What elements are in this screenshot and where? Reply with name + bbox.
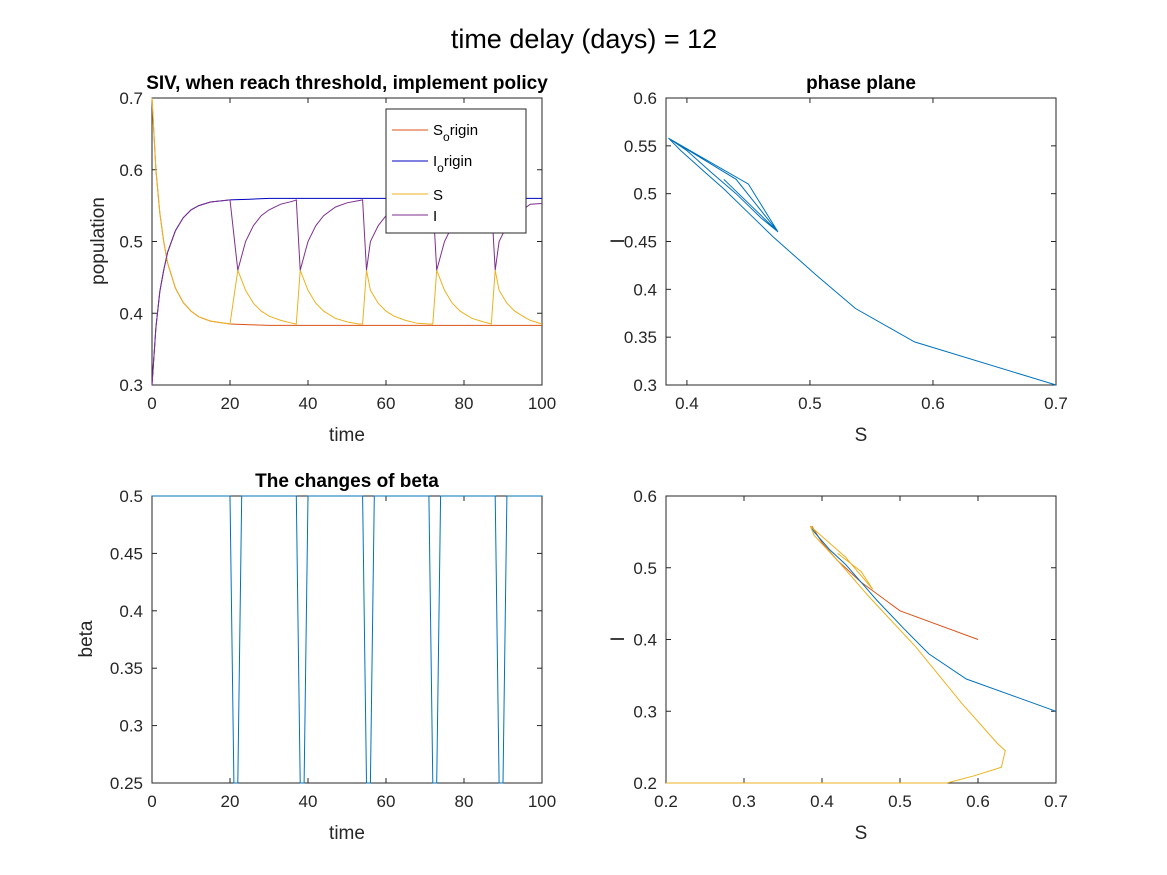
panel1-xtick-label: 0 [147,394,156,413]
panel2-axes-box [665,97,1057,386]
panel4-xtick-label: 0.5 [888,792,912,811]
panel1-xtick-label: 40 [299,394,318,413]
panel-time-series: SIV, when reach threshold, implement pol… [88,73,556,446]
panel1-title: SIV, when reach threshold, implement pol… [146,73,548,94]
panel3-title: The changes of beta [255,471,439,492]
panel1-xtick-label: 60 [377,394,396,413]
panel3-xlabel: time [329,823,365,844]
panel2-xlabel: S [855,425,868,446]
panel2-ytick-label: 0.5 [633,185,657,204]
panel1-ytick-label: 0.4 [119,304,143,323]
panel1-xtick-label: 20 [221,394,240,413]
panel2-ytick-label: 0.55 [624,137,657,156]
panel1-legend: Sorigin Iorigin S I [385,108,527,234]
panel3-xtick-label: 80 [455,792,474,811]
figure-suptitle: time delay (days) = 12 [451,24,717,54]
panel2-xtick-label: 0.4 [675,394,699,413]
panel2-ytick-label: 0.45 [624,233,657,252]
panel4-series-line-2 [809,525,1057,712]
panel2-ytick-label: 0.35 [624,328,657,347]
panel1-ytick-label: 0.3 [119,376,143,395]
panel3-xtick-label: 20 [221,792,240,811]
panel3-xtick-label: 40 [299,792,318,811]
panel-beta: The changes of beta time beta 0 20 40 60 80 1… [76,471,556,844]
legend-label-s-origin: Sorigin [433,122,478,144]
panel2-xtick-label: 0.5 [798,394,822,413]
panel2-xtick-label: 0.6 [921,394,945,413]
legend-label-i-origin: Iorigin [433,153,472,175]
panel4-xlabel: S [855,823,868,844]
panel3-axes-box [151,495,543,784]
panel4-ytick-label: 0.3 [633,702,657,721]
panel1-ytick-label: 0.6 [119,161,143,180]
panel1-ylabel: population [88,197,109,285]
panel4-ytick-label: 0.6 [633,487,657,506]
panel3-ytick-label: 0.45 [110,544,143,563]
legend-entry-s-origin: Sorigin [392,122,478,144]
panel3-ylabel: beta [76,620,97,657]
legend-entry-i: I [392,208,437,225]
panel1-series-line-3 [151,97,543,325]
panel4-xtick-label: 0.6 [966,792,990,811]
panel-phase-plane: phase plane S I 0.4 0.5 0.6 0.7 0.3 0.35 0.4 0.… [608,73,1068,446]
panel3-ytick-label: 0.3 [119,717,143,736]
panel4-xtick-label: 0.7 [1044,792,1068,811]
panel2-series-line-1 [668,137,1057,386]
panel2-ylabel: I [608,238,629,243]
panel4-ytick-label: 0.4 [633,631,657,650]
legend-label-i: I [433,208,437,225]
panel2-ytick-label: 0.4 [633,280,657,299]
panel2-title: phase plane [806,73,916,94]
panel4-series-line-3 [666,525,1006,784]
panel4-axes-box [665,495,1057,784]
panel1-ytick-label: 0.7 [119,89,143,108]
legend-entry-s: S [392,187,443,204]
panel3-ytick-label: 0.4 [119,602,143,621]
panel-phase-comparison: S I 0.2 0.3 0.4 0.5 0.6 0.7 0.2 0.3 0.4 0.5 0.6 [608,487,1068,844]
panel3-ytick-label: 0.5 [119,487,143,506]
panel2-ytick-label: 0.3 [633,376,657,395]
legend-entry-i-origin: Iorigin [392,153,472,175]
panel3-series-line-1 [152,495,542,784]
panel1-xtick-label: 100 [528,394,556,413]
panel3-ytick-label: 0.25 [110,774,143,793]
panel4-xtick-label: 0.3 [732,792,756,811]
panel3-ytick-label: 0.35 [110,659,143,678]
panel4-ytick-label: 0.2 [633,774,657,793]
panel2-xtick-label: 0.7 [1044,394,1068,413]
panel1-xtick-label: 80 [455,394,474,413]
panel4-xtick-label: 0.2 [654,792,678,811]
panel4-ytick-label: 0.5 [633,559,657,578]
panel1-xlabel: time [329,425,365,446]
panel3-xtick-label: 60 [377,792,396,811]
panel3-xtick-label: 100 [528,792,556,811]
panel2-ytick-label: 0.6 [633,89,657,108]
panel4-series-line-1 [811,525,979,640]
panel3-xtick-label: 0 [147,792,156,811]
panel4-xtick-label: 0.4 [810,792,834,811]
panel4-ylabel: I [608,636,629,641]
legend-label-s: S [433,187,443,204]
panel1-ytick-label: 0.5 [119,233,143,252]
